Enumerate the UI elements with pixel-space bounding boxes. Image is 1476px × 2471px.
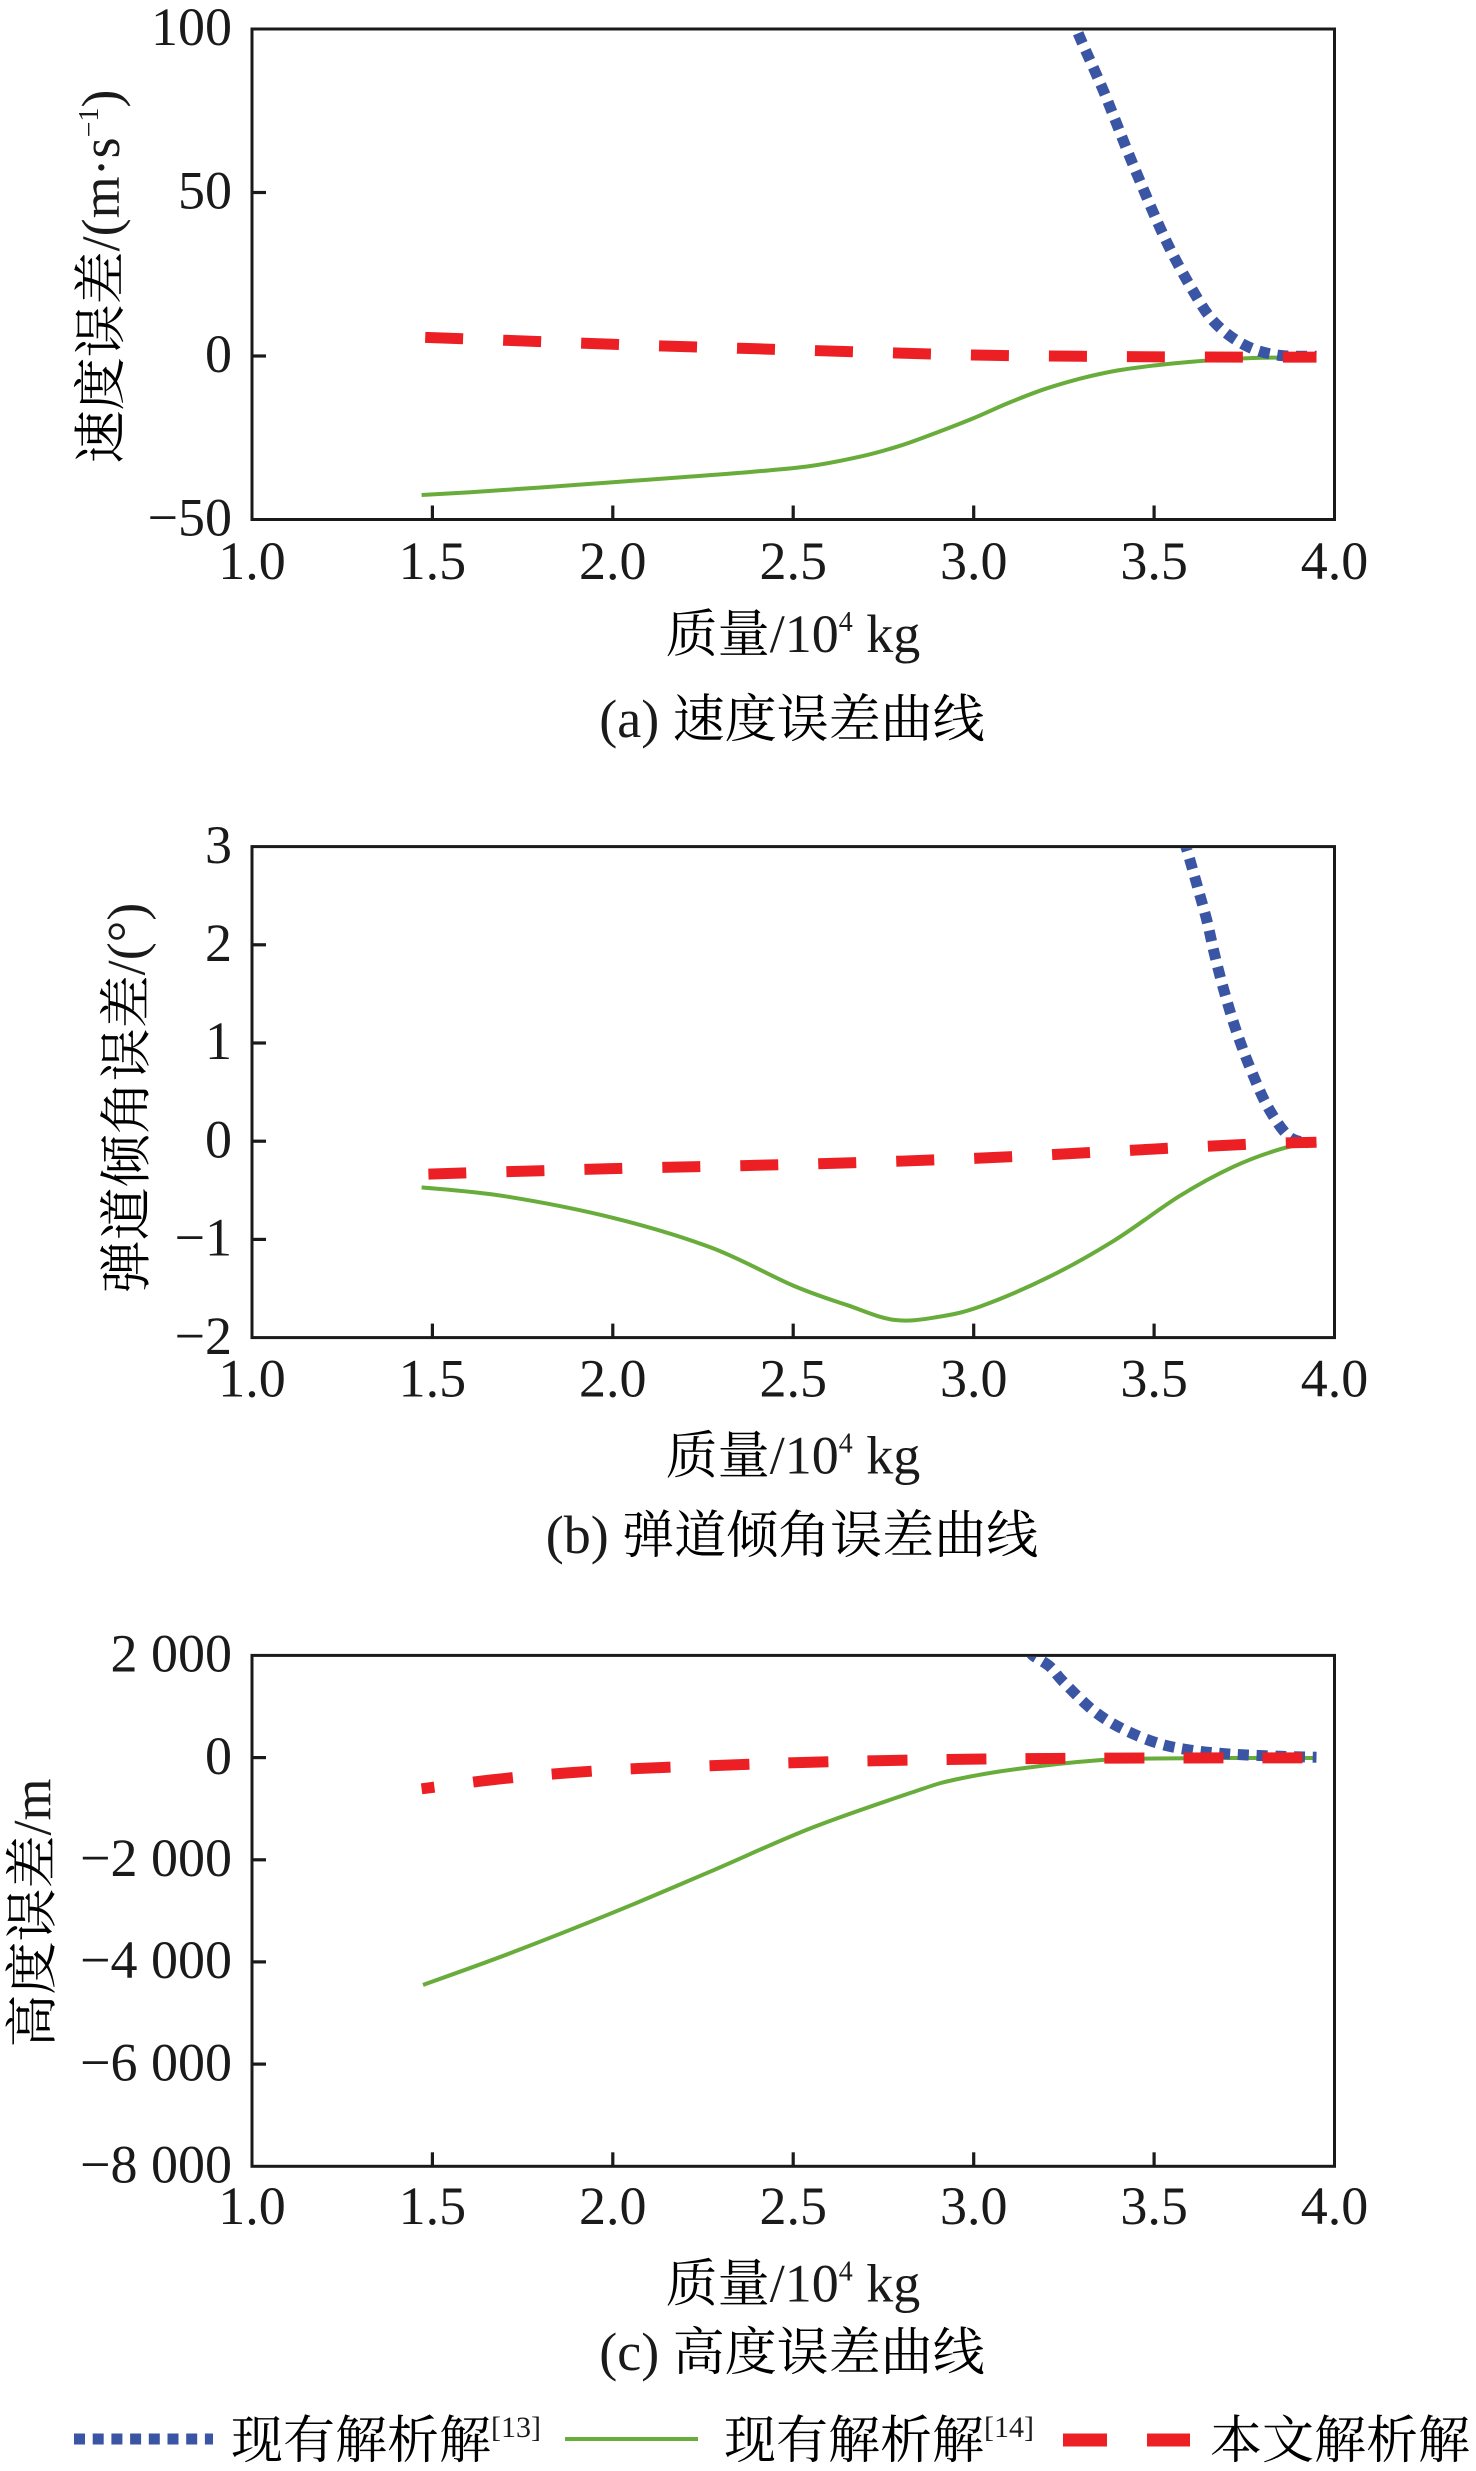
svg-text:1.0: 1.0: [218, 2176, 286, 2236]
svg-text:1.0: 1.0: [218, 1349, 286, 1409]
svg-text:−50: −50: [148, 488, 232, 548]
svg-text:kg: kg: [866, 1426, 920, 1486]
svg-text:4.0: 4.0: [1301, 2176, 1369, 2236]
svg-text:3: 3: [205, 815, 232, 875]
svg-text:kg: kg: [866, 2254, 920, 2314]
svg-text:0: 0: [205, 1109, 232, 1169]
svg-text:−2 000: −2 000: [80, 1828, 232, 1888]
svg-text:−2: −2: [175, 1306, 232, 1366]
svg-text:3.0: 3.0: [940, 531, 1008, 591]
svg-text:3.0: 3.0: [940, 1349, 1008, 1409]
svg-text:−6 000: −6 000: [80, 2032, 232, 2092]
svg-text:/(°): /(°): [97, 903, 157, 976]
svg-text:/(m·s: /(m·s: [71, 137, 131, 251]
svg-text:1.5: 1.5: [399, 531, 467, 591]
svg-text:2.5: 2.5: [759, 2176, 827, 2236]
svg-text:/10: /10: [770, 1426, 839, 1486]
svg-text:3.5: 3.5: [1120, 2176, 1188, 2236]
svg-text:50: 50: [178, 161, 232, 221]
svg-text:[14]: [14]: [984, 2411, 1034, 2444]
svg-text:1.5: 1.5: [399, 1349, 467, 1409]
svg-text:[13]: [13]: [491, 2411, 541, 2444]
svg-text:/10: /10: [770, 2254, 839, 2314]
svg-text:2.0: 2.0: [579, 1349, 647, 1409]
svg-text:2: 2: [205, 913, 232, 973]
svg-text:−1: −1: [175, 1208, 232, 1268]
svg-text:3.5: 3.5: [1120, 531, 1188, 591]
svg-text:/10: /10: [770, 604, 839, 664]
svg-text:−1: −1: [74, 108, 105, 138]
svg-text:4: 4: [839, 2257, 853, 2288]
svg-text:2.0: 2.0: [579, 2176, 647, 2236]
svg-text:4.0: 4.0: [1301, 1349, 1369, 1409]
svg-text:2.5: 2.5: [759, 531, 827, 591]
svg-text:3.0: 3.0: [940, 2176, 1008, 2236]
svg-text:3.5: 3.5: [1120, 1349, 1188, 1409]
svg-text:2.5: 2.5: [759, 1349, 827, 1409]
svg-text:1.0: 1.0: [218, 531, 286, 591]
svg-text:4.0: 4.0: [1301, 531, 1369, 591]
svg-text:0: 0: [205, 1726, 232, 1786]
svg-text:): ): [71, 90, 131, 108]
svg-text:(a): (a): [599, 689, 659, 749]
svg-text:kg: kg: [866, 604, 920, 664]
svg-text:0: 0: [205, 324, 232, 384]
svg-text:−8 000: −8 000: [80, 2135, 232, 2195]
svg-text:−4 000: −4 000: [80, 1930, 232, 1990]
svg-text:/m: /m: [3, 1778, 63, 1835]
svg-text:100: 100: [151, 0, 232, 57]
svg-text:4: 4: [839, 607, 853, 638]
svg-text:(b): (b): [546, 1505, 609, 1565]
svg-text:2.0: 2.0: [579, 531, 647, 591]
svg-text:1.5: 1.5: [399, 2176, 467, 2236]
svg-text:2 000: 2 000: [111, 1624, 233, 1684]
svg-text:1: 1: [205, 1011, 232, 1071]
svg-text:(c): (c): [599, 2322, 659, 2382]
svg-text:4: 4: [839, 1429, 853, 1460]
